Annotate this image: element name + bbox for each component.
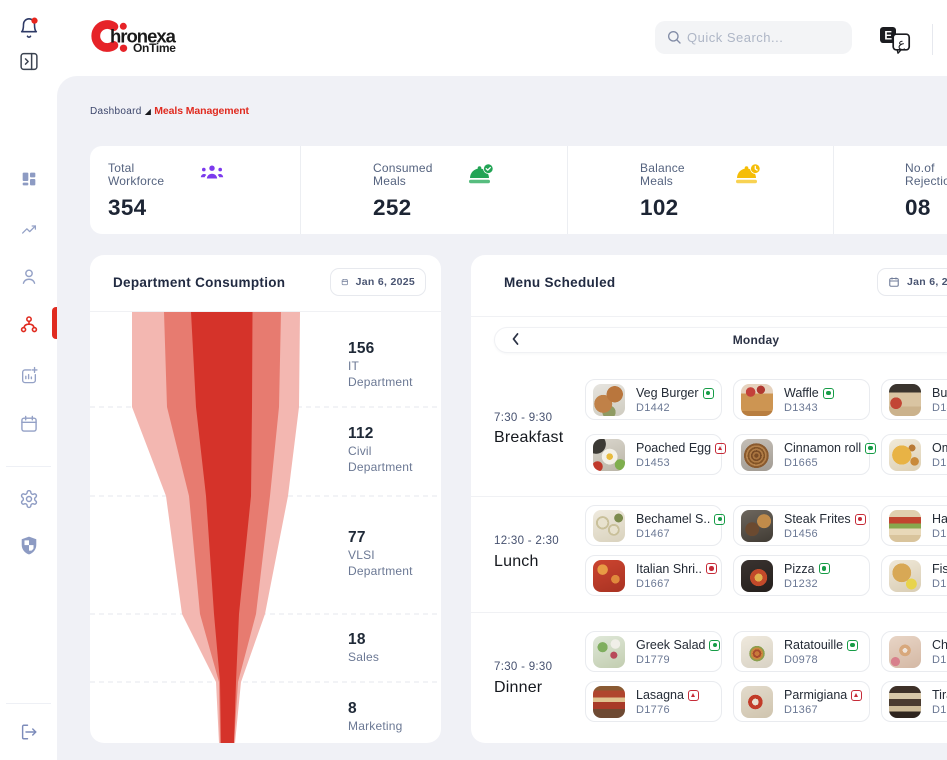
svg-text:ع: ع <box>898 36 906 50</box>
svg-text:hronexa: hronexa <box>110 26 177 47</box>
svg-text:OnTime: OnTime <box>133 41 176 55</box>
svg-text:E: E <box>884 31 892 43</box>
